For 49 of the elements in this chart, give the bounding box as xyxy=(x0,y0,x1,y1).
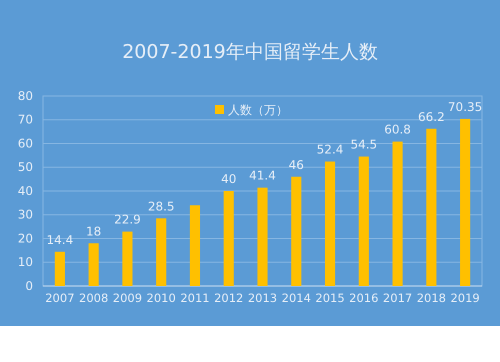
bar xyxy=(156,218,166,286)
y-tick-label: 50 xyxy=(18,160,33,174)
bar xyxy=(324,162,336,286)
bar xyxy=(358,156,369,286)
y-tick-label: 10 xyxy=(18,255,33,270)
legend-label: 人数（万） xyxy=(228,103,288,117)
x-tick-label: 2012 xyxy=(214,291,244,306)
y-tick-label: 60 xyxy=(18,136,33,150)
data-label: 28.5 xyxy=(148,199,175,214)
bar xyxy=(460,118,470,286)
x-tick-label: 2008 xyxy=(79,291,108,306)
bar xyxy=(257,188,268,286)
bar xyxy=(392,142,403,286)
x-tick-label: 2011 xyxy=(180,291,210,306)
data-label: 60.8 xyxy=(384,122,411,137)
x-tick-label: 2017 xyxy=(382,291,412,306)
x-tick-label: 2007 xyxy=(45,291,75,306)
data-label: 52.4 xyxy=(316,142,344,157)
x-tick-label: 2014 xyxy=(282,291,311,306)
chart-title: 2007-2019年中国留学生人数 xyxy=(122,41,378,63)
data-label: 46 xyxy=(288,158,304,172)
y-tick-label: 80 xyxy=(18,88,33,103)
x-tick-label: 2010 xyxy=(146,291,176,306)
x-tick-label: 2016 xyxy=(349,291,378,306)
y-tick-label: 40 xyxy=(18,184,33,198)
y-tick-label: 0 xyxy=(25,278,33,293)
bar xyxy=(291,176,302,286)
x-tick-label: 2009 xyxy=(112,291,142,306)
data-label: 54.5 xyxy=(350,138,378,152)
x-tick-label: 2013 xyxy=(248,291,278,306)
bar xyxy=(122,232,132,286)
y-tick-label: 20 xyxy=(18,231,33,246)
bar xyxy=(88,243,99,286)
bar xyxy=(54,252,65,286)
data-label: 66.2 xyxy=(418,110,445,124)
bar xyxy=(190,205,200,286)
data-label: 70.35 xyxy=(448,100,482,114)
data-label: 41.4 xyxy=(249,168,276,183)
data-label: 18 xyxy=(86,224,102,238)
bar xyxy=(426,128,436,286)
x-tick-label: 2018 xyxy=(416,291,446,306)
x-tick-label: 2015 xyxy=(315,291,345,306)
y-tick-label: 70 xyxy=(18,112,33,127)
data-label: 14.4 xyxy=(46,232,74,247)
x-tick-label: 2019 xyxy=(450,291,480,306)
bar xyxy=(224,191,234,286)
data-label: 40 xyxy=(221,172,236,186)
data-label: 22.9 xyxy=(114,212,141,227)
y-tick-label: 30 xyxy=(18,208,33,222)
